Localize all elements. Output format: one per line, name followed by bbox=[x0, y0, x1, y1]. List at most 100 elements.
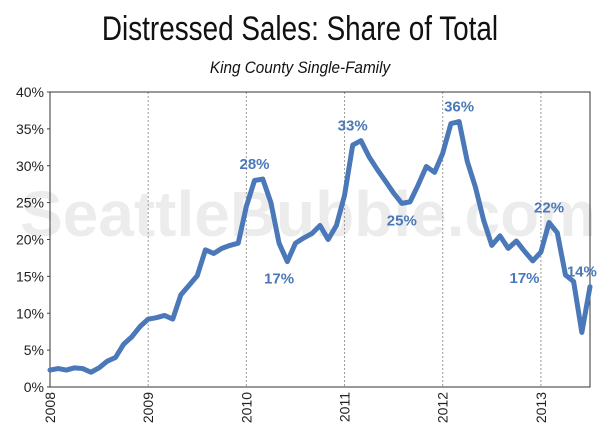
data-point bbox=[532, 260, 534, 262]
data-point bbox=[466, 160, 468, 162]
data-label: 25% bbox=[387, 212, 417, 229]
data-label: 36% bbox=[444, 99, 474, 116]
data-point bbox=[393, 192, 395, 194]
data-point bbox=[499, 235, 501, 237]
data-point bbox=[507, 247, 509, 249]
y-tick-label: 40% bbox=[16, 84, 44, 100]
watermark: SeattleBubble.com bbox=[20, 178, 596, 250]
data-point bbox=[278, 242, 280, 244]
data-point bbox=[106, 360, 108, 362]
data-label-layer: 28% 17% 33% 25% 36% 17% 22% 14% bbox=[239, 99, 596, 288]
data-point bbox=[229, 244, 231, 246]
data-point bbox=[294, 242, 296, 244]
data-point bbox=[82, 368, 84, 370]
x-tick-label: 2011 bbox=[337, 392, 353, 422]
data-point bbox=[548, 222, 550, 224]
data-point bbox=[491, 244, 493, 246]
data-point bbox=[417, 184, 419, 186]
x-tick-label: 2013 bbox=[533, 392, 549, 423]
data-point bbox=[147, 318, 149, 320]
data-point bbox=[581, 331, 583, 333]
y-tick-label: 5% bbox=[24, 342, 44, 358]
data-point bbox=[474, 186, 476, 188]
data-point bbox=[564, 274, 566, 276]
y-tick-label: 15% bbox=[16, 268, 44, 284]
data-point bbox=[188, 284, 190, 286]
data-point bbox=[65, 369, 67, 371]
chart-title: Distressed Sales: Share of Total bbox=[101, 10, 499, 48]
x-tick-label: 2009 bbox=[140, 392, 156, 423]
axis-layer: 2008 2009 2010 2011 2012 2013 0% 5% 10% 15% 20% 25%… bbox=[16, 84, 591, 423]
data-point bbox=[74, 367, 76, 369]
y-tick-label: 10% bbox=[16, 305, 44, 321]
y-tick-label: 0% bbox=[24, 379, 44, 395]
data-point bbox=[368, 156, 370, 158]
data-point bbox=[204, 249, 206, 251]
data-point bbox=[434, 171, 436, 173]
data-point bbox=[573, 281, 575, 283]
data-label: 28% bbox=[239, 156, 269, 173]
data-label: 22% bbox=[534, 200, 564, 217]
data-point bbox=[262, 178, 264, 180]
grid-layer bbox=[147, 92, 542, 387]
data-point bbox=[286, 261, 288, 263]
data-point bbox=[327, 239, 329, 240]
data-point bbox=[114, 357, 116, 358]
data-label: 14% bbox=[567, 264, 597, 281]
watermark-layer: SeattleBubble.com bbox=[20, 178, 596, 250]
data-point bbox=[237, 242, 239, 244]
data-point bbox=[213, 253, 215, 255]
data-point bbox=[589, 286, 591, 288]
data-point bbox=[352, 144, 354, 146]
data-label: 17% bbox=[264, 271, 294, 288]
data-point bbox=[483, 219, 485, 221]
y-tick-label: 25% bbox=[16, 195, 44, 211]
x-tick-label: 2010 bbox=[238, 392, 254, 423]
y-tick-label: 20% bbox=[16, 232, 44, 248]
data-point bbox=[180, 294, 182, 296]
data-point bbox=[303, 237, 305, 239]
data-point bbox=[155, 317, 157, 319]
data-point bbox=[360, 140, 362, 142]
data-point bbox=[384, 180, 386, 182]
data-point bbox=[245, 205, 247, 207]
data-point bbox=[376, 168, 378, 170]
data-point bbox=[254, 180, 256, 181]
y-tick-label: 35% bbox=[16, 121, 44, 137]
data-point bbox=[270, 202, 272, 204]
data-point bbox=[172, 318, 174, 320]
data-label: 33% bbox=[338, 118, 368, 135]
data-point bbox=[164, 314, 166, 316]
data-label: 17% bbox=[509, 270, 539, 287]
data-point bbox=[221, 247, 223, 249]
data-point bbox=[196, 275, 198, 277]
data-point bbox=[98, 367, 100, 369]
data-point bbox=[425, 165, 427, 167]
x-tick-label: 2008 bbox=[42, 392, 58, 423]
y-tick-label: 30% bbox=[16, 158, 44, 174]
data-point bbox=[57, 368, 59, 370]
data-point bbox=[458, 121, 460, 122]
data-point bbox=[442, 152, 444, 154]
data-point bbox=[139, 326, 141, 328]
data-point bbox=[401, 202, 403, 204]
data-point bbox=[335, 224, 337, 226]
data-point bbox=[344, 194, 346, 196]
data-point bbox=[49, 369, 51, 371]
series-layer bbox=[47, 119, 593, 375]
data-point bbox=[515, 240, 517, 242]
data-point bbox=[319, 224, 321, 226]
data-point bbox=[524, 250, 526, 252]
data-point bbox=[540, 251, 542, 253]
chart-subtitle: King County Single-Family bbox=[209, 58, 391, 77]
data-point bbox=[311, 233, 313, 235]
data-point bbox=[131, 336, 133, 338]
data-point bbox=[90, 371, 92, 373]
data-point bbox=[409, 201, 411, 203]
plot-border bbox=[49, 91, 591, 388]
data-point bbox=[450, 123, 452, 125]
x-tick-label: 2012 bbox=[435, 392, 451, 423]
data-point bbox=[123, 343, 125, 345]
data-point bbox=[556, 232, 558, 234]
